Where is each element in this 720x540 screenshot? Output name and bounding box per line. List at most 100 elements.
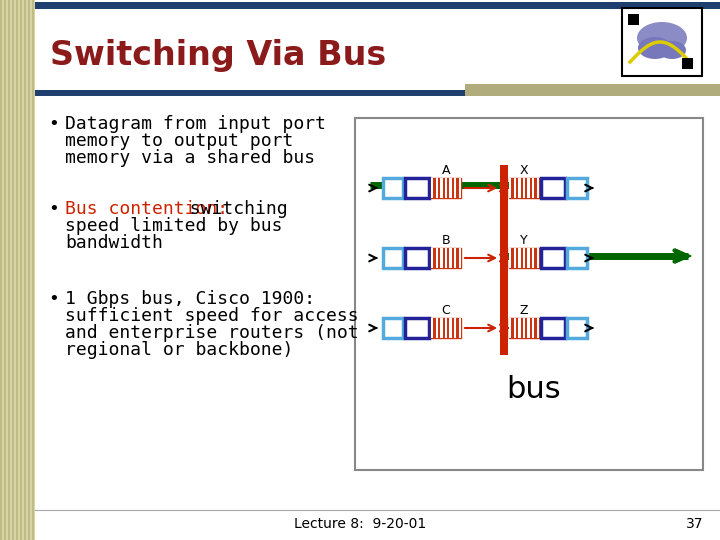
Bar (509, 178, 539, 198)
Bar (0, 0, 35, 540)
Text: memory via a shared bus: memory via a shared bus (65, 149, 315, 167)
Text: Z: Z (520, 303, 528, 316)
Bar (22, 0, 23, 540)
Bar (1, 0, 2, 540)
Text: X: X (520, 164, 528, 177)
Text: 37: 37 (686, 517, 703, 531)
Text: B: B (441, 233, 450, 246)
Bar (12, 0, 13, 540)
Bar (513, 178, 516, 198)
Bar (509, 248, 511, 268)
Bar (34, 0, 35, 540)
Bar (445, 318, 447, 338)
Bar (528, 318, 530, 338)
Bar (431, 178, 461, 198)
Bar (0, 0, 35, 540)
Bar (25, 0, 26, 540)
Bar (541, 318, 565, 338)
Text: C: C (441, 303, 451, 316)
Bar (0, 0, 1, 540)
Bar (518, 178, 521, 198)
Bar (454, 248, 456, 268)
Bar (405, 248, 429, 268)
Bar (449, 178, 451, 198)
Bar (532, 248, 534, 268)
Text: •: • (48, 115, 59, 133)
Bar (27, 0, 28, 540)
Bar (10, 0, 11, 540)
Bar (17, 0, 18, 540)
Bar (440, 178, 443, 198)
Bar (0, 0, 35, 540)
Bar (19, 0, 20, 540)
Bar (35, 2, 720, 9)
Bar (30, 0, 31, 540)
Bar (528, 248, 530, 268)
Ellipse shape (637, 22, 687, 54)
Bar (513, 318, 516, 338)
Bar (436, 178, 438, 198)
Bar (13, 0, 14, 540)
Text: Datagram from input port: Datagram from input port (65, 115, 326, 133)
Bar (0, 0, 35, 540)
Bar (567, 248, 587, 268)
Bar (0, 0, 35, 540)
Text: memory to output port: memory to output port (65, 132, 293, 150)
Bar (449, 248, 451, 268)
Bar (0, 0, 35, 540)
Bar (518, 248, 521, 268)
Bar (459, 248, 461, 268)
Bar (0, 0, 35, 540)
Bar (14, 0, 15, 540)
Bar (383, 248, 403, 268)
Bar (26, 0, 27, 540)
Bar (7, 0, 8, 540)
Bar (436, 318, 438, 338)
Bar (0, 0, 35, 540)
Bar (682, 58, 693, 69)
Bar (567, 318, 587, 338)
Bar (509, 248, 539, 268)
Text: 1 Gbps bus, Cisco 1900:: 1 Gbps bus, Cisco 1900: (65, 290, 315, 308)
Bar (383, 318, 403, 338)
Bar (355, 118, 703, 470)
Bar (0, 0, 35, 540)
Bar (459, 178, 461, 198)
Bar (20, 0, 21, 540)
Bar (35, 90, 465, 96)
Bar (16, 0, 17, 540)
Bar (532, 178, 534, 198)
Bar (15, 0, 16, 540)
Bar (628, 14, 639, 25)
Text: speed limited by bus: speed limited by bus (65, 217, 282, 235)
Bar (31, 0, 32, 540)
Bar (0, 0, 35, 540)
Text: sufficient speed for access: sufficient speed for access (65, 307, 359, 325)
Text: Lecture 8:  9-20-01: Lecture 8: 9-20-01 (294, 517, 426, 531)
Bar (29, 0, 30, 540)
Bar (509, 318, 511, 338)
Bar (528, 178, 530, 198)
Bar (405, 318, 429, 338)
Bar (0, 0, 35, 540)
Bar (509, 178, 511, 198)
Bar (536, 318, 539, 338)
Text: bus: bus (507, 375, 562, 404)
Bar (0, 0, 35, 540)
Text: A: A (442, 164, 450, 177)
Text: •: • (48, 200, 59, 218)
Bar (6, 0, 7, 540)
Bar (383, 178, 403, 198)
Bar (567, 178, 587, 198)
Text: Bus contention:: Bus contention: (65, 200, 228, 218)
Bar (431, 178, 433, 198)
Bar (431, 248, 461, 268)
Bar (622, 8, 702, 76)
Bar (445, 178, 447, 198)
Text: and enterprise routers (not: and enterprise routers (not (65, 324, 359, 342)
Bar (536, 248, 539, 268)
Bar (541, 178, 565, 198)
Bar (9, 0, 10, 540)
Text: switching: switching (168, 200, 287, 218)
Bar (459, 318, 461, 338)
